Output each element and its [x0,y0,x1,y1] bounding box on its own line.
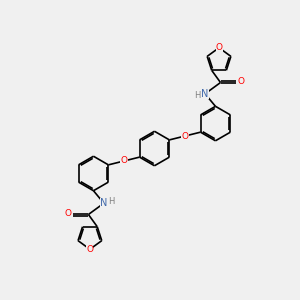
Text: O: O [238,76,245,85]
Text: O: O [86,245,93,254]
Text: H: H [108,197,115,206]
Text: O: O [64,208,71,217]
Text: O: O [121,157,128,166]
Text: O: O [215,43,223,52]
Text: O: O [182,131,188,140]
Text: N: N [201,89,209,99]
Text: N: N [100,198,107,208]
Text: H: H [194,91,201,100]
